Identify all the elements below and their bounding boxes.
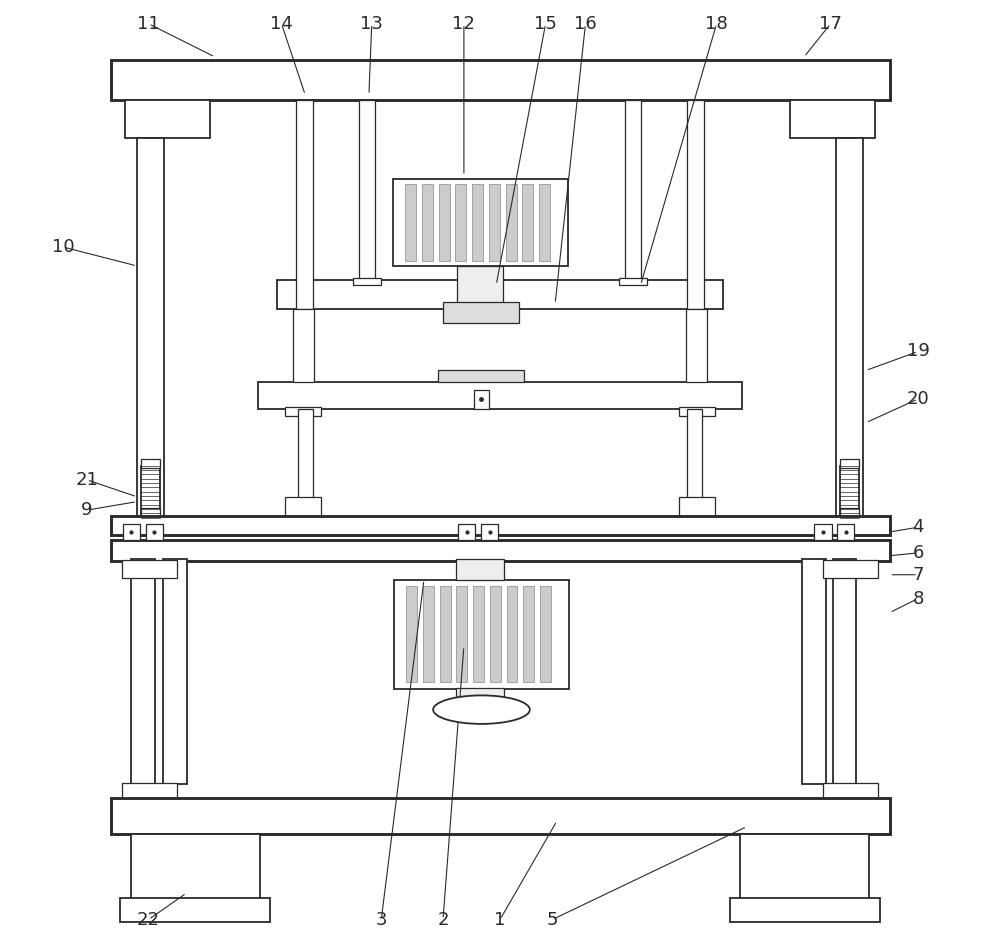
Bar <box>163 559 187 784</box>
Bar <box>405 184 416 260</box>
Bar <box>137 138 164 518</box>
Bar <box>740 834 869 901</box>
Bar <box>507 586 517 682</box>
Bar <box>457 266 503 304</box>
Bar <box>456 586 467 682</box>
Bar <box>458 524 475 540</box>
Text: 8: 8 <box>912 590 924 607</box>
Bar <box>258 382 742 408</box>
Text: 22: 22 <box>137 911 160 928</box>
Text: 18: 18 <box>705 15 728 32</box>
Bar <box>443 302 519 323</box>
Bar <box>353 278 381 285</box>
Bar <box>522 184 533 260</box>
Text: 9: 9 <box>81 502 93 519</box>
Bar <box>730 898 880 922</box>
Bar <box>474 390 489 408</box>
Bar <box>393 179 568 266</box>
Ellipse shape <box>433 695 530 724</box>
Bar <box>802 559 826 784</box>
Bar <box>489 184 500 260</box>
Bar <box>540 586 551 682</box>
Bar <box>125 100 210 138</box>
Bar <box>814 524 832 540</box>
Bar <box>840 508 859 518</box>
Text: 13: 13 <box>360 15 383 32</box>
Bar <box>456 559 504 580</box>
Bar <box>111 60 890 100</box>
Bar <box>122 560 177 578</box>
Bar <box>840 466 859 518</box>
Bar <box>285 497 321 518</box>
Bar <box>523 586 534 682</box>
Bar <box>687 100 704 309</box>
Bar <box>293 309 314 382</box>
Bar <box>686 309 707 382</box>
Text: 11: 11 <box>137 15 160 32</box>
Bar <box>439 184 450 260</box>
Bar <box>296 100 313 309</box>
Text: 1: 1 <box>494 911 506 928</box>
Text: 16: 16 <box>574 15 597 32</box>
Bar <box>141 466 160 518</box>
Text: 12: 12 <box>452 15 475 32</box>
Bar <box>625 100 641 280</box>
Text: 7: 7 <box>912 566 924 583</box>
Bar <box>506 184 517 260</box>
Bar <box>473 586 484 682</box>
Bar <box>840 459 859 468</box>
Bar <box>111 798 890 834</box>
Text: 4: 4 <box>912 519 924 536</box>
Text: 14: 14 <box>270 15 293 32</box>
Text: 3: 3 <box>376 911 387 928</box>
Bar <box>679 407 715 416</box>
Text: 15: 15 <box>534 15 557 32</box>
Bar <box>123 524 140 540</box>
Bar <box>837 524 854 540</box>
Bar <box>472 184 483 260</box>
Bar <box>456 688 504 705</box>
Bar <box>122 783 177 800</box>
Text: 19: 19 <box>907 343 929 360</box>
Bar <box>490 586 501 682</box>
Bar <box>687 408 702 499</box>
Text: 2: 2 <box>437 911 449 928</box>
Bar <box>141 459 160 468</box>
Bar <box>836 138 863 518</box>
Text: 17: 17 <box>819 15 842 32</box>
Bar <box>438 370 524 382</box>
Bar <box>619 278 647 285</box>
Text: 5: 5 <box>546 911 558 928</box>
Bar <box>277 280 723 309</box>
Bar <box>131 559 155 784</box>
Bar <box>298 408 313 499</box>
Bar <box>790 100 875 138</box>
Bar <box>141 508 160 518</box>
Bar <box>679 497 715 518</box>
Bar <box>423 586 434 682</box>
Bar <box>440 586 451 682</box>
Bar <box>111 516 890 535</box>
Bar <box>120 898 270 922</box>
Bar <box>394 580 569 689</box>
Text: 6: 6 <box>912 544 924 561</box>
Text: 10: 10 <box>52 238 74 256</box>
Bar <box>823 783 878 800</box>
Text: 20: 20 <box>907 390 929 408</box>
Text: 21: 21 <box>75 471 98 488</box>
Bar <box>422 184 433 260</box>
Bar <box>285 407 321 416</box>
Bar <box>481 524 498 540</box>
Bar <box>455 184 466 260</box>
Bar <box>539 184 550 260</box>
Bar <box>823 560 878 578</box>
Bar <box>832 559 856 784</box>
Bar <box>359 100 375 280</box>
Bar <box>146 524 163 540</box>
Bar <box>406 586 417 682</box>
Bar <box>111 540 890 560</box>
Bar <box>131 834 260 901</box>
